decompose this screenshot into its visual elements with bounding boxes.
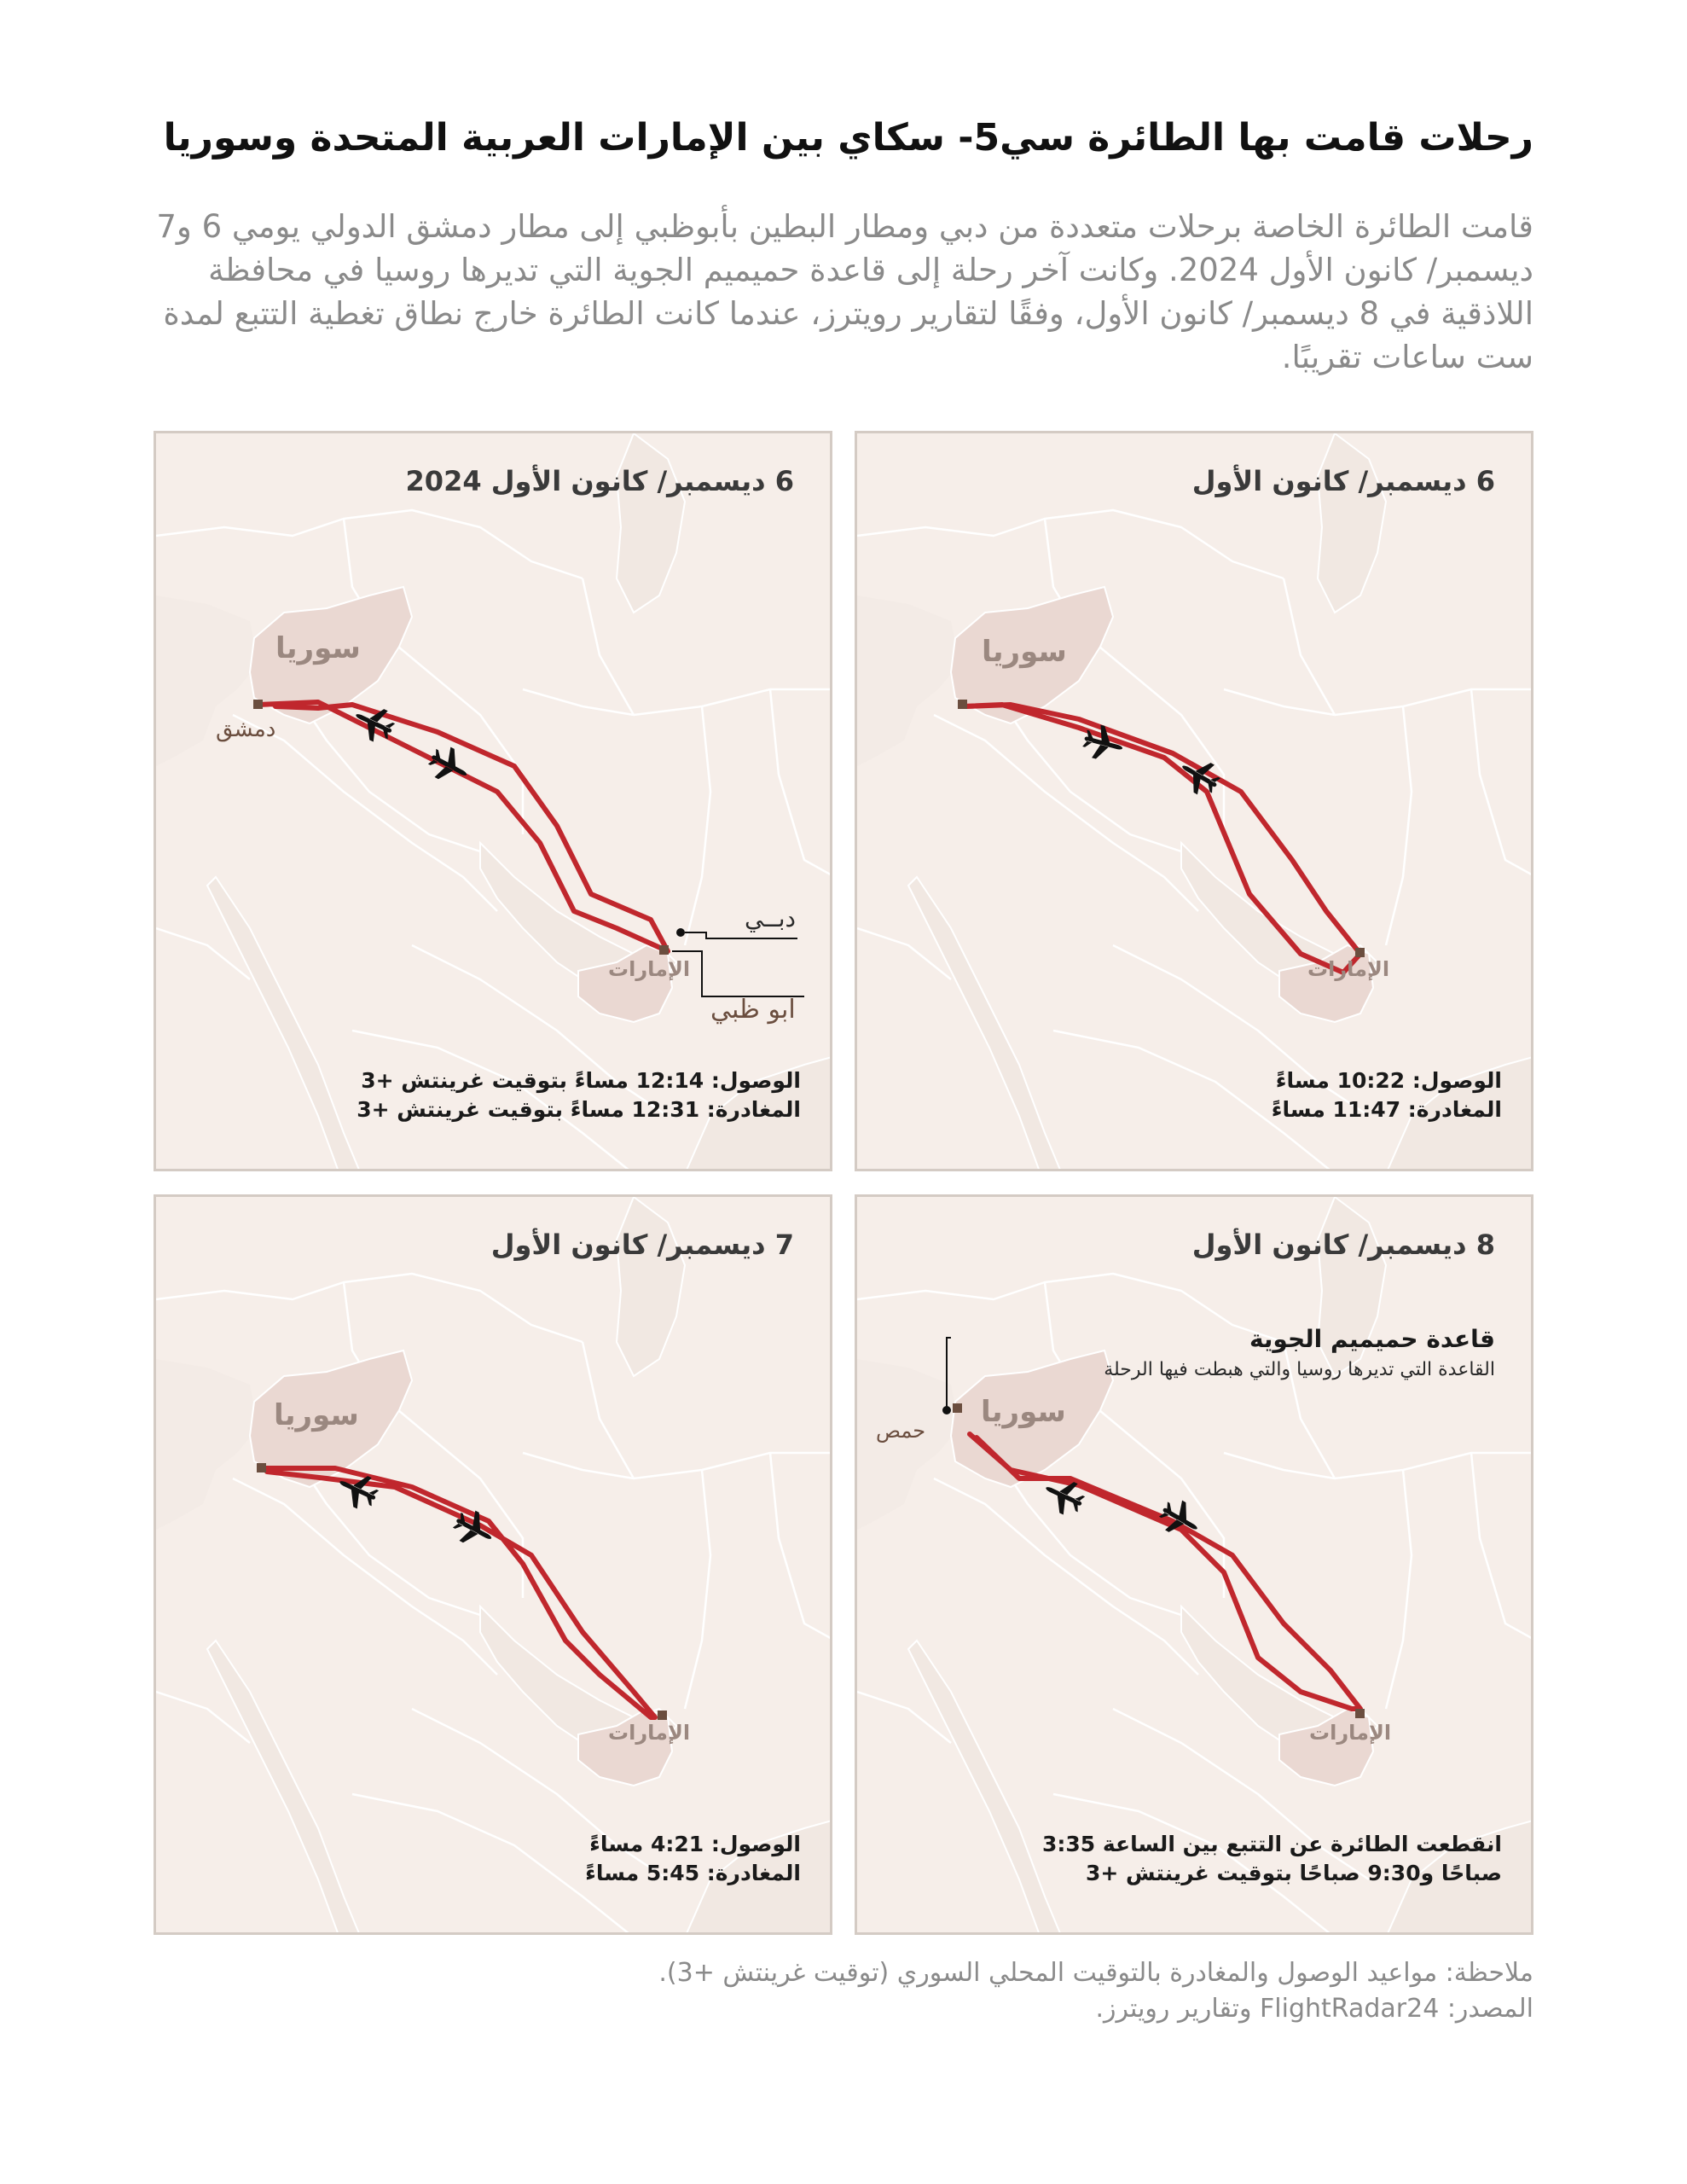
tracking-note: انقطعت الطائرة عن التتبع بين الساعة 3:35… <box>1042 1830 1502 1888</box>
arrival-time: الوصول: 10:22 مساءً <box>1275 1068 1502 1093</box>
flight-route <box>959 702 1363 975</box>
uae-label: الإمارات <box>1307 957 1390 981</box>
airport-markers <box>257 1463 667 1720</box>
map-panel-dec6-2024: 6 ديسمبر/ كانون الأول 2024 سوريا دمشق دب… <box>154 431 832 1171</box>
syria-label: سوريا <box>274 1398 359 1432</box>
airport-markers <box>958 700 1365 957</box>
flight-route <box>259 1466 658 1720</box>
map-panel-dec7: 7 ديسمبر/ كانون الأول سوريا الإمارات الو… <box>154 1194 832 1935</box>
arrival-time: الوصول: 4:21 مساءً <box>589 1832 801 1856</box>
map-graphic <box>156 433 830 1169</box>
abu-dhabi-label: ابو ظبي <box>710 995 796 1025</box>
footer-note: ملاحظة: مواعيد الوصول والمغادرة بالتوقيت… <box>658 1958 1533 1988</box>
uae-label: الإمارات <box>608 1721 691 1745</box>
panel-date: 6 ديسمبر/ كانون الأول <box>1191 465 1495 497</box>
footer-source: المصدر: FlightRadar24 وتقارير رويترز. <box>1095 1994 1533 2024</box>
map-panel-dec8: 8 ديسمبر/ كانون الأول قاعدة حميميم الجوي… <box>855 1194 1533 1935</box>
tracking-note-line-1: انقطعت الطائرة عن التتبع بين الساعة 3:35 <box>1041 1832 1502 1856</box>
departure-time: المغادرة: 5:45 مساءً <box>585 1861 801 1885</box>
flight-times: الوصول: 10:22 مساءً المغادرة: 11:47 مساء… <box>1272 1066 1502 1124</box>
panel-date: 7 ديسمبر/ كانون الأول <box>490 1228 794 1261</box>
map-graphic <box>857 433 1531 1169</box>
page-title: رحلات قامت بها الطائرة سي5- سكاي بين الإ… <box>163 116 1533 160</box>
dubai-marker <box>676 928 685 937</box>
airport-markers <box>253 700 669 955</box>
annotation-description: القاعدة التي تديرها روسيا والتي هبطت فيه… <box>1104 1359 1495 1380</box>
airport-markers <box>953 1403 1365 1718</box>
map-panel-dec6-evening: 6 ديسمبر/ كانون الأول سوريا الإمارات الو… <box>855 431 1533 1171</box>
flight-times: الوصول: 12:14 مساءً بتوقيت غرينتش +3 الم… <box>357 1066 801 1124</box>
damascus-label: دمشق <box>216 717 276 742</box>
arrival-time: الوصول: 12:14 مساءً بتوقيت غرينتش +3 <box>361 1068 801 1093</box>
departure-time: المغادرة: 12:31 مساءً بتوقيت غرينتش +3 <box>357 1097 801 1122</box>
map-graphic <box>857 1197 1531 1932</box>
syria-label: سوريا <box>982 635 1067 669</box>
uae-label: الإمارات <box>608 957 691 981</box>
tracking-note-line-2: صباحًا و9:30 صباحًا بتوقيت غرينتش +3 <box>1086 1861 1502 1885</box>
flight-times: الوصول: 4:21 مساءً المغادرة: 5:45 مساءً <box>585 1830 801 1888</box>
intro-paragraph: قامت الطائرة الخاصة برحلات متعددة من دبي… <box>156 208 1533 375</box>
homs-label: حمص <box>876 1419 926 1443</box>
leader-lines <box>672 932 804 997</box>
map-graphic <box>156 1197 830 1932</box>
syria-label: سوريا <box>275 631 361 665</box>
uae-label: الإمارات <box>1309 1721 1392 1745</box>
leader-line <box>946 1337 951 1410</box>
panel-date: 6 ديسمبر/ كانون الأول 2024 <box>405 465 794 497</box>
syria-label: سوريا <box>981 1395 1066 1429</box>
dubai-label: دبــي <box>745 904 797 932</box>
departure-time: المغادرة: 11:47 مساءً <box>1271 1097 1502 1122</box>
panel-date: 8 ديسمبر/ كانون الأول <box>1191 1228 1495 1261</box>
footer: ملاحظة: مواعيد الوصول والمغادرة بالتوقيت… <box>152 1955 1533 2027</box>
annotation-title: قاعدة حميميم الجوية <box>1249 1325 1495 1353</box>
